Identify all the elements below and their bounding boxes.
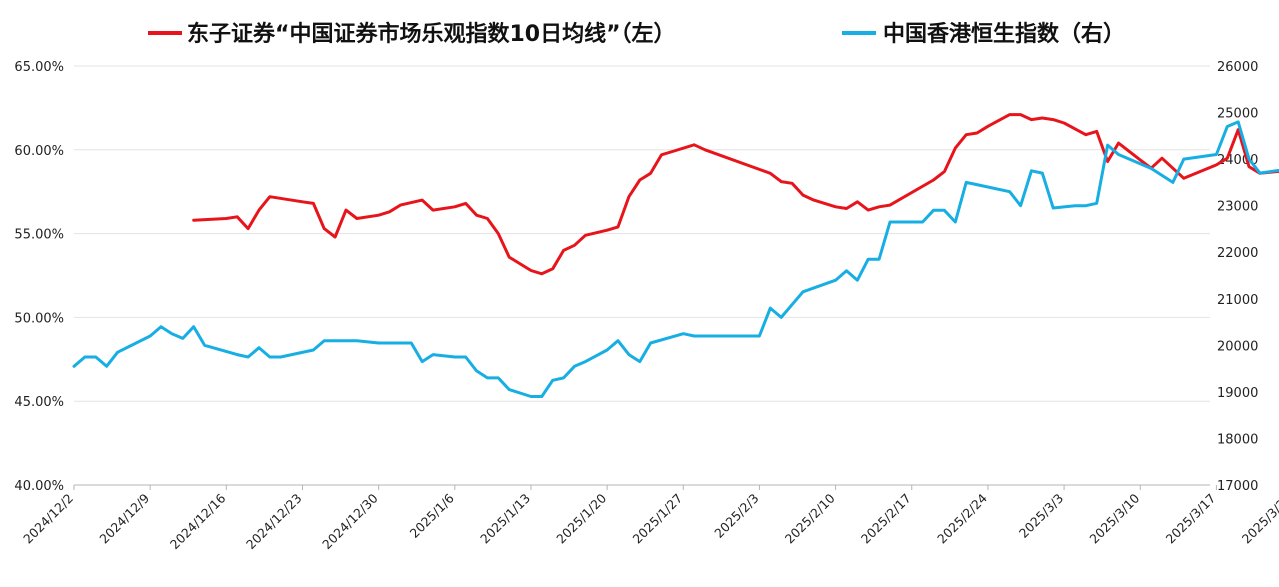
y-left-tick-label: 45.00% [14, 395, 64, 410]
x-tick-label: 2025/3/24 [1239, 490, 1279, 546]
y-right-tick-label: 17000 [1217, 479, 1258, 494]
x-tick-label: 2025/3/3 [1016, 491, 1066, 541]
x-tick-label: 2025/2/17 [858, 491, 914, 547]
gridlines [74, 65, 1210, 402]
series-line-hang-seng-index [72, 120, 1279, 398]
x-tick-label: 2024/12/9 [96, 490, 152, 546]
y-right-tick-label: 22000 [1217, 246, 1258, 261]
y-right-tick-label: 18000 [1217, 432, 1258, 447]
x-tick-label: 2025/3/17 [1163, 491, 1219, 547]
x-tick-label: 2025/2/10 [782, 490, 838, 546]
right-y-axis: 1700018000190002000021000220002300024000… [1217, 60, 1258, 494]
legend-label-hang-seng: 中国香港恒生指数（右） [883, 21, 1125, 47]
series-line-optimism-index [192, 113, 1279, 276]
y-right-tick-label: 19000 [1217, 386, 1258, 401]
legend-label-optimism: 东子证券“中国证券市场乐观指数10日均线”（左） [187, 21, 676, 47]
y-right-tick-label: 21000 [1217, 293, 1258, 308]
y-left-tick-label: 55.00% [14, 228, 64, 243]
y-right-tick-label: 20000 [1217, 339, 1258, 354]
legend: 东子证券“中国证券市场乐观指数10日均线”（左） 中国香港恒生指数（右） [148, 21, 1125, 47]
y-right-tick-label: 23000 [1217, 200, 1258, 215]
left-y-axis: 40.00% 45.00% 50.00% 55.00% 60.00% 65.00% [14, 60, 64, 494]
x-tick-label: 2025/2/3 [711, 491, 761, 541]
x-tick-label: 2025/2/24 [934, 490, 990, 546]
x-tick-label: 2024/12/2 [20, 491, 76, 547]
x-tick-label: 2025/1/20 [553, 490, 609, 546]
y-right-tick-label: 25000 [1217, 107, 1258, 122]
y-right-tick-label: 26000 [1217, 60, 1258, 75]
y-left-tick-label: 40.00% [14, 479, 64, 494]
x-tick-label: 2025/1/13 [477, 491, 533, 547]
x-tick-label: 2024/12/16 [167, 490, 229, 552]
x-axis: 2024/12/2 2024/12/9 2024/12/16 2024/12/23 20… [20, 484, 1279, 553]
x-tick-label: 2024/12/23 [243, 491, 305, 553]
y-left-tick-label: 65.00% [14, 60, 64, 75]
y-left-tick-label: 50.00% [14, 311, 64, 326]
x-tick-label: 2025/1/27 [629, 491, 685, 547]
y-left-tick-label: 60.00% [14, 144, 64, 159]
x-tick-label: 2025/3/10 [1086, 490, 1142, 546]
series-lines [72, 113, 1279, 398]
x-tick-label: 2024/12/30 [319, 490, 381, 552]
x-tick-label: 2025/1/6 [407, 490, 457, 540]
